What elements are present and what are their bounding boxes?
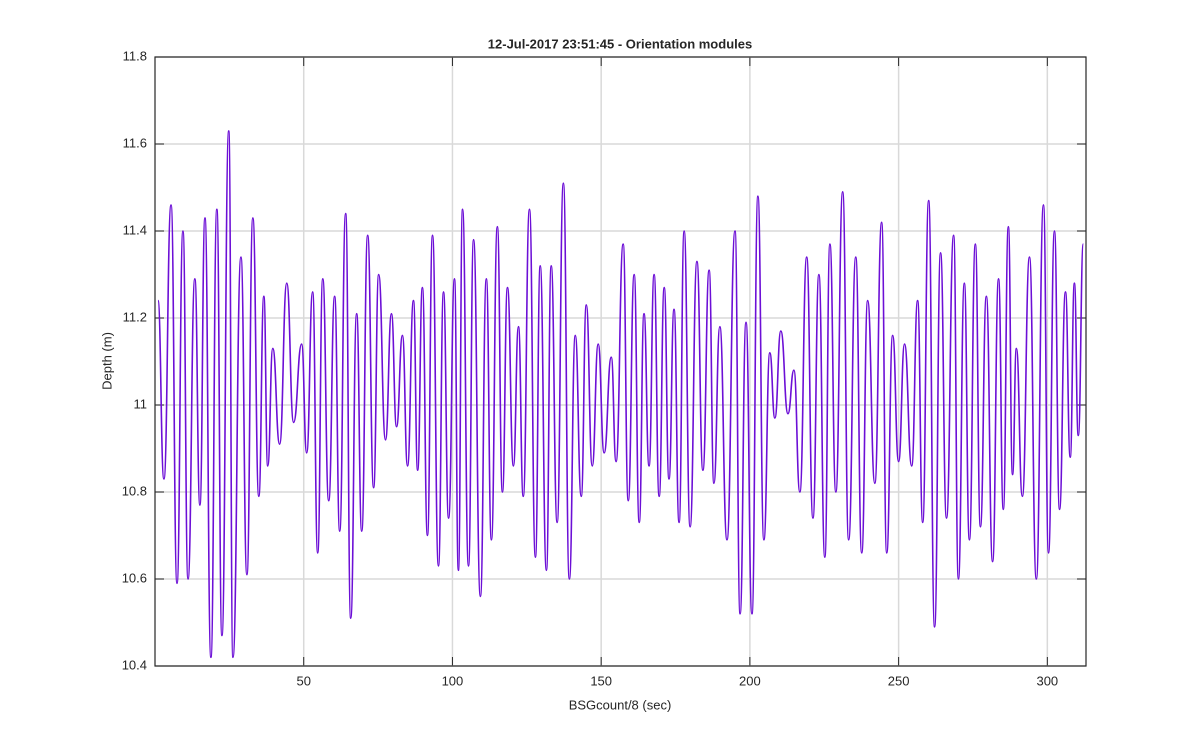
x-tick-label: 200 [739, 673, 761, 688]
x-tick-label: 100 [442, 673, 464, 688]
y-tick-label: 11.8 [123, 48, 147, 63]
x-tick-label: 50 [296, 673, 310, 688]
chart-title: 12-Jul-2017 23:51:45 - Orientation modul… [488, 36, 752, 51]
data-line [157, 130, 1085, 659]
y-tick-label: 11 [134, 396, 148, 411]
y-tick-label: 11.6 [123, 135, 147, 150]
x-tick-label: 300 [1036, 673, 1058, 688]
plot-frame [154, 56, 1087, 667]
y-tick-label: 10.4 [122, 657, 147, 672]
y-tick-label: 11.4 [123, 222, 147, 237]
x-tick-label: 150 [590, 673, 612, 688]
y-tick-label: 10.6 [122, 570, 147, 585]
y-tick-label: 10.8 [122, 483, 147, 498]
x-tick-label: 250 [888, 673, 910, 688]
x-axis-label: BSGcount/8 (sec) [569, 697, 672, 712]
y-axis-label: Depth (m) [99, 332, 114, 390]
y-tick-label: 11.2 [123, 309, 147, 324]
